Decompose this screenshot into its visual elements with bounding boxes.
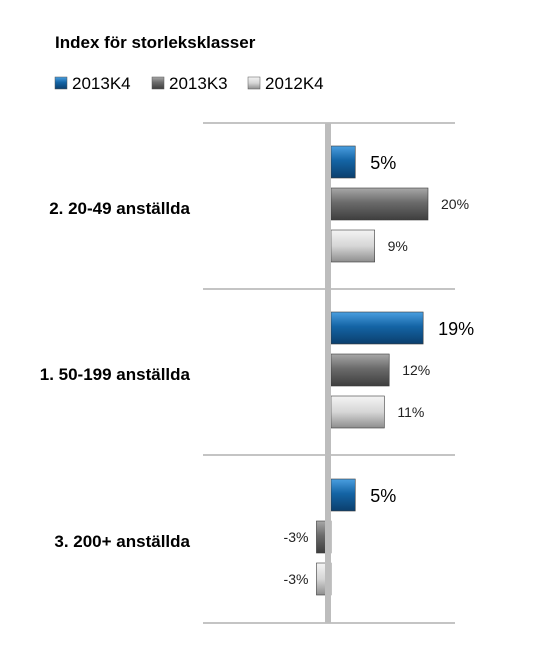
data-label-2012K4: 11% (397, 404, 424, 420)
bar-2013K4 (330, 145, 356, 179)
legend: 2013K4 2013K3 2012K4 (54, 74, 324, 93)
category-label: 1. 50-199 anställda (40, 365, 191, 384)
data-label-2012K4: -3% (284, 571, 309, 587)
data-label-2013K4: 5% (370, 486, 396, 506)
bar-2012K4 (330, 395, 385, 429)
legend-label-2012K4: 2012K4 (265, 74, 324, 93)
legend-swatch-2013K4 (54, 76, 68, 90)
labels-group: 2. 20-49 anställda 5% 20% 9% 1. 50-199 anstä… (40, 153, 474, 587)
data-label-2013K3: 20% (441, 196, 469, 212)
zero-axis-line (325, 123, 331, 623)
category-label: 3. 200+ anställda (54, 532, 190, 551)
data-label-2013K3: -3% (284, 529, 309, 545)
legend-swatch-2012K4 (247, 76, 261, 90)
category-label: 2. 20-49 anställda (49, 199, 190, 218)
bar-2013K4 (330, 478, 356, 512)
data-label-2013K4: 5% (370, 153, 396, 173)
data-label-2012K4: 9% (388, 238, 408, 254)
bar-2012K4 (330, 229, 375, 263)
legend-swatch-2013K3 (151, 76, 165, 90)
bar-2013K4 (330, 311, 424, 345)
chart-title: Index för storleksklasser (55, 33, 256, 52)
data-label-2013K4: 19% (438, 319, 474, 339)
bar-2013K3 (330, 187, 429, 221)
legend-label-2013K4: 2013K4 (72, 74, 131, 93)
data-label-2013K3: 12% (402, 362, 430, 378)
bar-2013K3 (330, 353, 390, 387)
legend-label-2013K3: 2013K3 (169, 74, 228, 93)
